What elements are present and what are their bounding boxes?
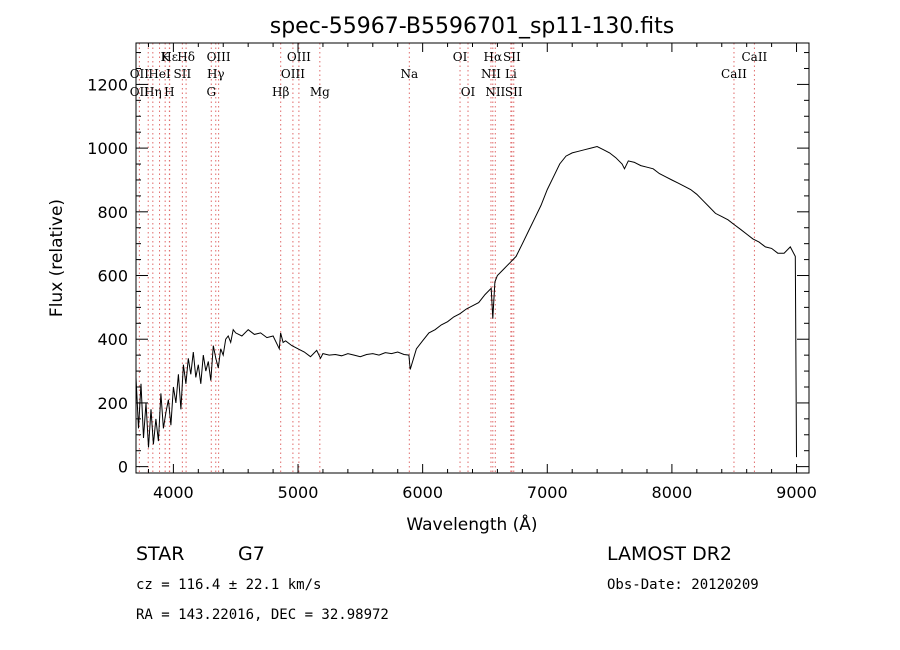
y-tick-label: 0 <box>118 458 128 477</box>
x-axis: 4000 5000 6000 7000 8000 9000 <box>147 43 817 502</box>
line-label: Mg <box>310 85 330 99</box>
line-label: SII <box>505 85 523 99</box>
line-label: HeI <box>148 67 171 81</box>
x-tick-label: 9000 <box>776 483 817 502</box>
y-tick-label: 400 <box>97 330 128 349</box>
line-label: Hα <box>484 50 503 64</box>
line-label: Na <box>400 67 418 81</box>
x-tick-label: 6000 <box>402 483 443 502</box>
line-label: OIII <box>287 50 311 64</box>
line-label: OI <box>453 50 468 64</box>
line-markers <box>138 43 755 473</box>
y-axis: 0 200 400 600 800 1000 1200 <box>87 52 809 477</box>
line-label: Li <box>505 67 517 81</box>
line-label: Hε <box>161 50 178 64</box>
y-tick-label: 1000 <box>87 139 128 158</box>
line-label: K <box>161 50 171 64</box>
x-axis-label: Wavelength (Å) <box>406 513 537 535</box>
line-label: OII <box>130 85 150 99</box>
y-tick-label: 800 <box>97 203 128 222</box>
line-label: G <box>206 85 216 99</box>
x-tick-label: 5000 <box>278 483 319 502</box>
spectrum-series-line <box>135 145 797 458</box>
y-tick-label: 600 <box>97 267 128 286</box>
line-label: OII <box>130 67 150 81</box>
line-label: OI <box>461 85 476 99</box>
y-tick-label: 200 <box>97 394 128 413</box>
y-tick-label: 1200 <box>87 75 128 94</box>
line-label: H <box>164 85 174 99</box>
obs-date: Obs-Date: 20120209 <box>607 577 759 593</box>
plot-frame <box>135 42 810 474</box>
line-label: NII <box>481 67 501 81</box>
line-label: OIII <box>281 67 305 81</box>
line-label: SII <box>503 50 521 64</box>
line-label: CaII <box>741 50 767 64</box>
object-subclass: G7 <box>238 543 265 565</box>
line-label: Hδ <box>177 50 195 64</box>
line-label: Hβ <box>272 85 289 99</box>
object-class: STAR <box>136 543 184 565</box>
survey-name: LAMOST DR2 <box>607 543 732 565</box>
line-label: Hγ <box>207 67 225 81</box>
redshift-info: cz = 116.4 ± 22.1 km/s <box>136 577 321 593</box>
x-tick-label: 8000 <box>652 483 693 502</box>
x-tick-label: 7000 <box>527 483 568 502</box>
x-tick-label: 4000 <box>153 483 194 502</box>
line-label: Hη <box>144 85 162 99</box>
y-axis-label: Flux (relative) <box>47 199 67 317</box>
line-label: CaII <box>721 67 747 81</box>
line-label: SII <box>174 67 192 81</box>
line-label: NII <box>485 85 505 99</box>
chart-title: spec-55967-B5596701_sp11-130.fits <box>270 14 675 39</box>
coordinates: RA = 143.22016, DEC = 32.98972 <box>136 607 389 623</box>
line-label: OIII <box>207 50 231 64</box>
